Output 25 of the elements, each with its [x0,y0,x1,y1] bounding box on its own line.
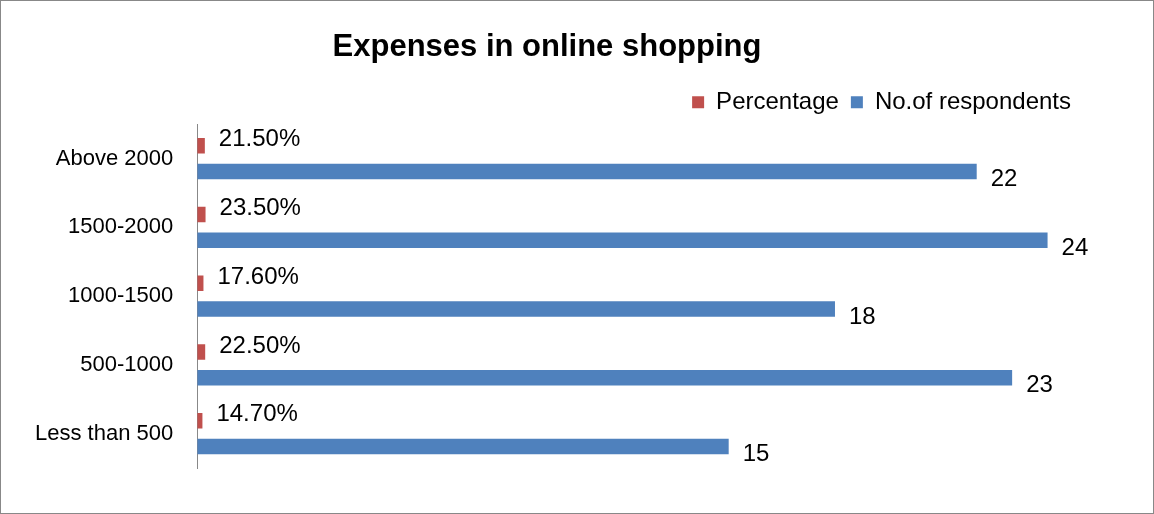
bar [197,370,1013,386]
bar [197,206,206,223]
data-label: 21.50% [218,124,301,152]
data-label: 22.50% [219,330,301,358]
data-label: 24 [1061,232,1089,260]
bar [197,301,835,317]
data-label: 23 [1026,370,1053,398]
bar [197,163,977,180]
data-label: 17.60% [217,261,299,289]
data-label: 15 [742,439,770,467]
y-tick-label: 1000-1500 [68,282,174,308]
legend-label: No.of respondents [874,86,1071,114]
y-tick-label: 1500-2000 [68,213,174,239]
data-label: 22 [990,164,1018,192]
bar [197,232,1048,248]
y-tick-label: 500-1000 [80,350,174,376]
data-label: 14.70% [216,399,298,427]
bar [197,438,729,455]
y-tick-label: Less than 500 [34,419,174,445]
data-label: 23.50% [219,193,301,221]
chart-title: Expenses in online shopping [332,28,762,64]
bar [197,344,206,360]
y-tick-label: Above 2000 [55,144,174,170]
legend-label: Percentage [716,86,839,114]
data-label: 18 [848,301,876,329]
